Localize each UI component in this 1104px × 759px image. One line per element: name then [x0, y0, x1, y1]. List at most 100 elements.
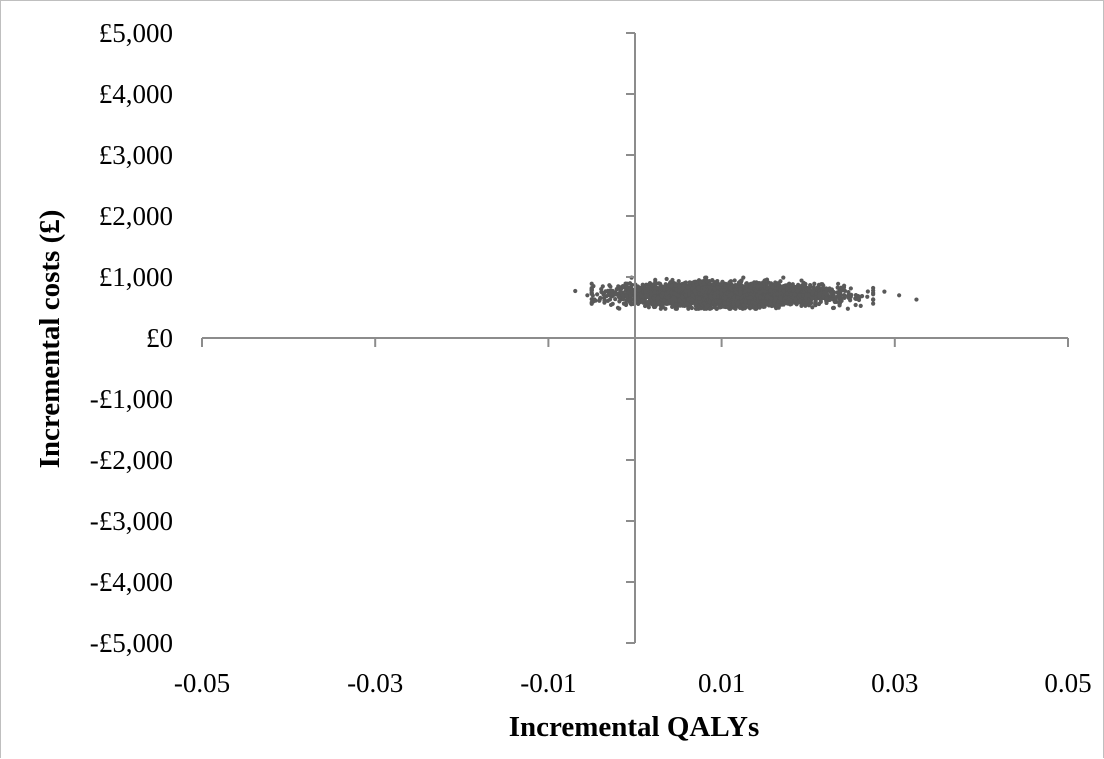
- data-point: [717, 299, 722, 304]
- data-point: [707, 281, 712, 287]
- data-point: [661, 298, 667, 303]
- data-point: [735, 295, 741, 300]
- data-point: [746, 299, 751, 305]
- data-point: [810, 305, 815, 310]
- data-point: [845, 306, 850, 311]
- data-point: [673, 306, 678, 311]
- data-point: [677, 287, 682, 293]
- data-point: [836, 281, 841, 286]
- data-point: [768, 288, 773, 293]
- data-point: [732, 278, 737, 283]
- data-point: [723, 295, 728, 301]
- data-point: [799, 278, 804, 283]
- data-point: [704, 275, 709, 280]
- data-point: [687, 280, 692, 285]
- data-point: [620, 293, 626, 298]
- data-point: [696, 285, 701, 291]
- data-point: [640, 298, 646, 303]
- data-point: [722, 301, 727, 306]
- data-point: [837, 290, 842, 295]
- data-point: [617, 284, 622, 290]
- data-point: [689, 297, 695, 303]
- data-point: [651, 296, 657, 301]
- data-point: [620, 284, 625, 289]
- data-point: [812, 281, 817, 286]
- data-point: [589, 288, 594, 293]
- data-point: [613, 296, 618, 302]
- data-point: [833, 296, 838, 302]
- data-point: [609, 288, 614, 293]
- data-point: [592, 298, 597, 303]
- data-point: [590, 293, 595, 298]
- data-point: [704, 279, 710, 284]
- data-point: [607, 297, 613, 302]
- data-point: [690, 286, 695, 291]
- data-point: [698, 280, 703, 285]
- data-point: [618, 289, 623, 294]
- data-point: [737, 305, 743, 310]
- data-point: [739, 283, 744, 288]
- data-point: [777, 291, 782, 297]
- data-point: [815, 285, 820, 290]
- data-point: [746, 288, 751, 293]
- data-point: [720, 279, 725, 284]
- data-point: [707, 299, 712, 304]
- data-point: [738, 287, 743, 292]
- data-point: [827, 297, 832, 302]
- data-point: [731, 301, 736, 306]
- data-point: [659, 294, 664, 299]
- data-point: [608, 284, 613, 289]
- data-point: [650, 283, 655, 288]
- data-point: [795, 288, 800, 293]
- data-point: [715, 285, 720, 290]
- data-point: [837, 303, 842, 308]
- data-point: [661, 284, 667, 289]
- data-point: [738, 280, 743, 285]
- data-point: [643, 293, 648, 299]
- data-point: [676, 278, 681, 284]
- data-point: [803, 295, 808, 300]
- data-point: [743, 288, 748, 294]
- data-point: [725, 305, 731, 310]
- data-point: [687, 292, 692, 297]
- data-point: [741, 302, 747, 308]
- data-point: [768, 296, 774, 301]
- data-point: [810, 296, 815, 301]
- data-point: [809, 301, 814, 306]
- data-point: [673, 283, 678, 288]
- data-point: [813, 300, 818, 305]
- data-point: [639, 293, 644, 299]
- data-point: [654, 281, 659, 286]
- data-point: [797, 293, 802, 298]
- data-point: [846, 290, 851, 295]
- data-point: [763, 278, 768, 283]
- data-point: [610, 301, 615, 306]
- data-point: [871, 292, 876, 297]
- data-point: [817, 293, 822, 299]
- data-point: [653, 304, 658, 310]
- data-point: [837, 300, 842, 305]
- data-point: [827, 286, 832, 291]
- data-point: [781, 289, 787, 294]
- data-point: [672, 291, 677, 296]
- data-point: [621, 296, 626, 302]
- data-point: [627, 281, 633, 286]
- data-point: [776, 299, 781, 304]
- data-point: [655, 296, 660, 301]
- data-point: [803, 292, 808, 297]
- data-point: [722, 288, 727, 293]
- data-point: [738, 290, 743, 295]
- data-point: [602, 290, 607, 295]
- data-point: [853, 302, 858, 308]
- data-point: [710, 278, 715, 283]
- data-point: [686, 306, 691, 311]
- data-point: [595, 292, 600, 297]
- data-point: [708, 294, 713, 299]
- data-point: [858, 303, 863, 308]
- data-point: [643, 289, 648, 295]
- data-point: [801, 283, 806, 288]
- data-point: [752, 301, 758, 306]
- data-point: [783, 295, 789, 300]
- data-point: [748, 295, 753, 300]
